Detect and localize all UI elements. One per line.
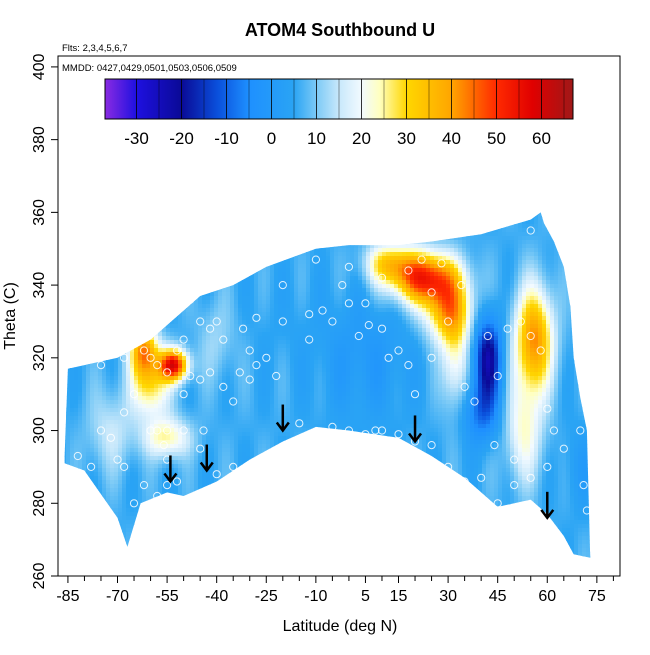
y-axis-label: Theta (C)	[2, 282, 19, 350]
x-axis: -85 -70 -55 -40 -25 -10 5 15 30 45 60 75	[56, 576, 613, 605]
x-tick-label: 30	[439, 588, 457, 605]
y-tick-label: 260	[31, 563, 48, 590]
colorbar-tick-label: -20	[169, 129, 194, 148]
observation-point	[81, 482, 88, 489]
x-tick-label: -85	[56, 588, 79, 605]
x-tick-label: -40	[205, 588, 228, 605]
colorbar: -30 -20 -10 0 10 20 30 40 50 60	[105, 79, 573, 148]
colorbar-tick-label: 30	[397, 129, 416, 148]
subtitle-dates: MMDD: 0427,0429,0501,0503,0506,0509	[62, 63, 237, 74]
colorbar-tick-label: 0	[267, 129, 276, 148]
y-tick-label: 380	[31, 126, 48, 153]
x-axis-label: Latitude (deg N)	[283, 618, 398, 635]
y-tick-label: 340	[31, 272, 48, 299]
x-tick-label: -55	[156, 588, 179, 605]
colorbar-tick-label: 60	[532, 129, 551, 148]
y-tick-label: 300	[31, 417, 48, 444]
colorbar-tick-label: 10	[307, 129, 326, 148]
x-tick-label: 60	[538, 588, 556, 605]
y-axis: 260 280 300 320 340 360 380 400	[31, 53, 58, 589]
colorbar-tick-label: -10	[214, 129, 239, 148]
observation-point	[147, 514, 154, 521]
colorbar-tick-label: 50	[487, 129, 506, 148]
observation-point	[187, 296, 194, 303]
x-tick-label: -10	[304, 588, 327, 605]
y-tick-label: 400	[31, 53, 48, 80]
subtitle-flights: Flts: 2,3,4,5,6,7	[62, 43, 127, 54]
colorbar-tick-label: 20	[352, 129, 371, 148]
x-tick-label: 15	[390, 588, 408, 605]
chart-title: ATOM4 Southbound U	[245, 20, 435, 40]
x-tick-label: 5	[361, 588, 370, 605]
colorbar-tick-label: -30	[124, 129, 149, 148]
y-tick-label: 360	[31, 199, 48, 226]
x-tick-label: -70	[106, 588, 129, 605]
y-tick-label: 280	[31, 490, 48, 517]
x-tick-label: -25	[255, 588, 278, 605]
x-tick-label: 75	[588, 588, 606, 605]
observation-point	[461, 478, 468, 485]
y-tick-label: 320	[31, 344, 48, 371]
heatmap-field	[58, 176, 623, 577]
colorbar-tick-label: 40	[442, 129, 461, 148]
x-tick-label: 45	[489, 588, 507, 605]
